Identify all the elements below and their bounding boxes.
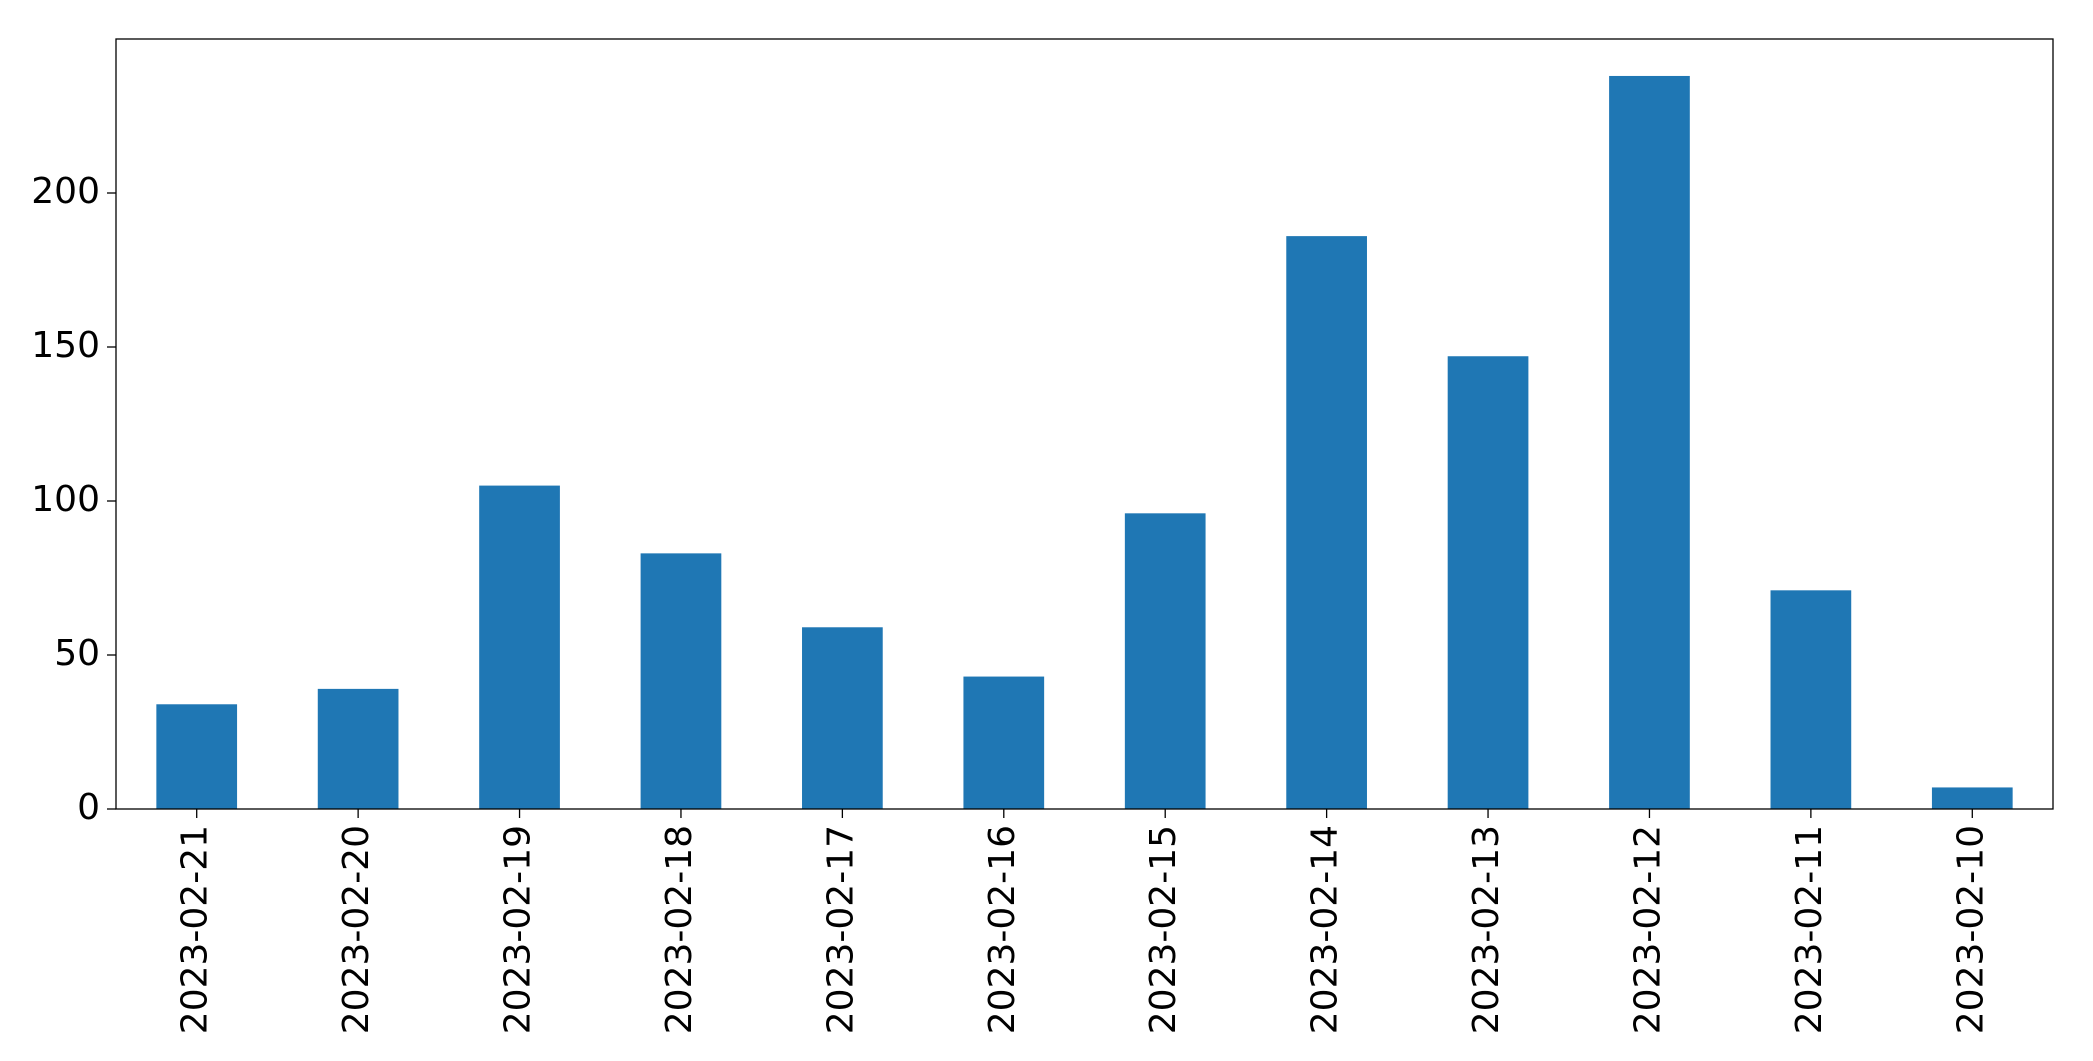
bar bbox=[963, 676, 1045, 809]
x-tick-label: 2023-02-18 bbox=[659, 825, 700, 1034]
bar bbox=[640, 553, 722, 809]
bar bbox=[1770, 590, 1852, 809]
x-tick-label: 2023-02-14 bbox=[1305, 825, 1346, 1034]
x-tick-label: 2023-02-17 bbox=[820, 825, 861, 1034]
bar bbox=[156, 704, 238, 809]
x-tick-label: 2023-02-16 bbox=[982, 825, 1023, 1034]
bar bbox=[1124, 513, 1206, 809]
bar bbox=[1931, 787, 2013, 809]
y-tick-label: 50 bbox=[54, 633, 100, 674]
y-tick-label: 200 bbox=[31, 171, 100, 212]
bar bbox=[1447, 356, 1529, 809]
y-tick-label: 0 bbox=[77, 787, 100, 828]
y-tick-label: 100 bbox=[31, 479, 100, 520]
x-tick-label: 2023-02-19 bbox=[498, 825, 539, 1034]
x-tick-label: 2023-02-15 bbox=[1143, 825, 1184, 1034]
x-tick-label: 2023-02-20 bbox=[336, 825, 377, 1034]
plot-frame bbox=[115, 38, 2054, 810]
bar bbox=[1286, 236, 1367, 809]
bar bbox=[479, 485, 560, 809]
x-tick-label: 2023-02-11 bbox=[1789, 825, 1830, 1034]
x-tick-label: 2023-02-10 bbox=[1950, 825, 1991, 1034]
bar bbox=[802, 627, 883, 809]
bar bbox=[1609, 75, 1690, 809]
x-tick-label: 2023-02-13 bbox=[1466, 825, 1507, 1034]
y-tick-label: 150 bbox=[31, 325, 100, 366]
bar bbox=[317, 688, 399, 809]
x-tick-label: 2023-02-21 bbox=[175, 825, 216, 1034]
x-tick-label: 2023-02-12 bbox=[1627, 825, 1668, 1034]
